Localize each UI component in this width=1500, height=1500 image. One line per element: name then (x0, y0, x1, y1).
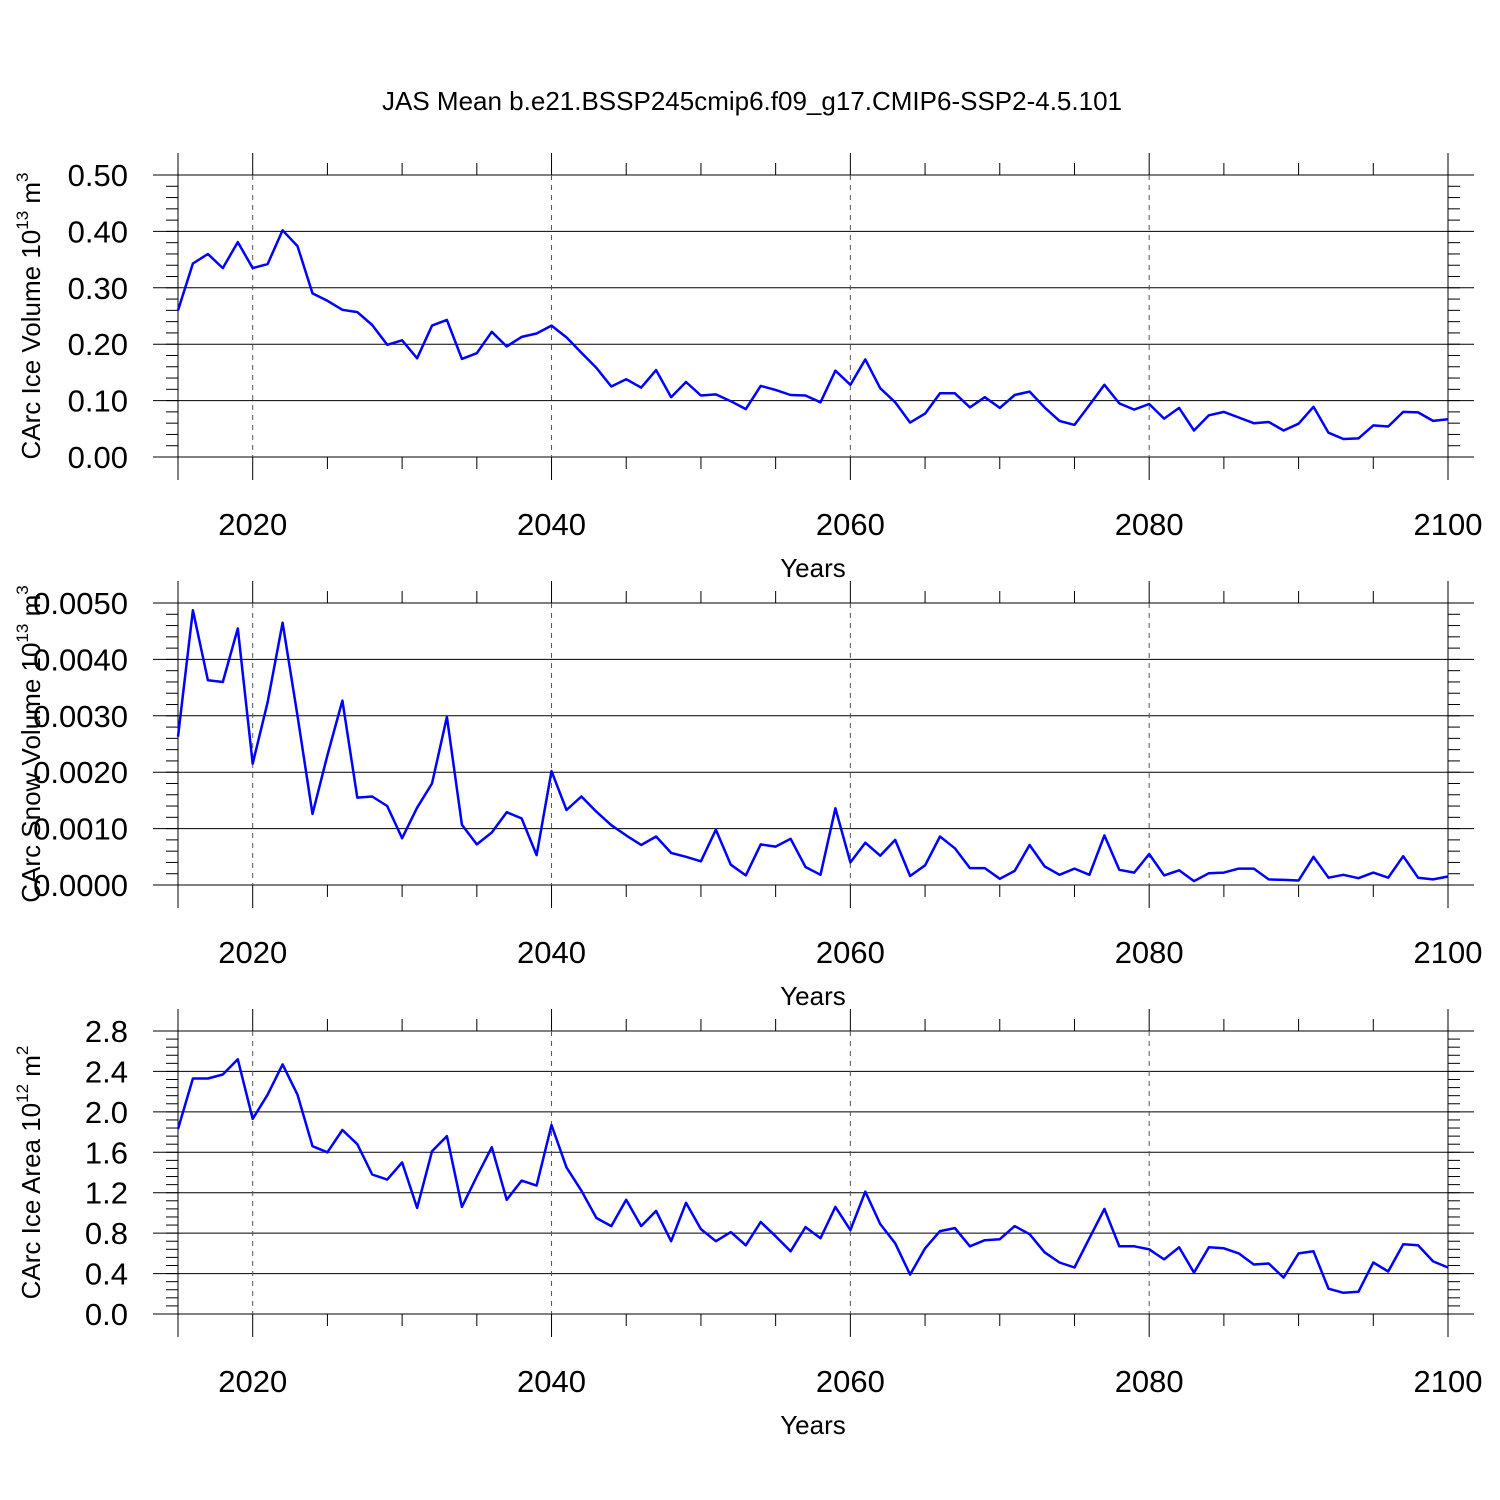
y-tick-label: 0.0 (85, 1297, 128, 1332)
series-line (176, 609, 1449, 883)
x-tick-label: 2060 (816, 935, 885, 970)
x-tick-label: 2040 (517, 935, 586, 970)
x-tick-label: 2100 (1414, 507, 1483, 542)
y-tick-label: 0.0040 (33, 642, 128, 677)
y-tick-label: 2.0 (85, 1095, 128, 1130)
x-tick-label: 2040 (517, 507, 586, 542)
x-tick-label: 2040 (517, 1364, 586, 1399)
x-tick-label: 2100 (1414, 935, 1483, 970)
x-tick-label: 2020 (218, 1364, 287, 1399)
y-tick-label: 0.40 (68, 214, 128, 249)
y-tick-label: 2.4 (85, 1054, 128, 1089)
x-axis-label: Years (780, 981, 846, 1011)
x-tick-label: 2080 (1115, 507, 1184, 542)
y-tick-label: 0.0030 (33, 699, 128, 734)
y-tick-label: 0.0020 (33, 755, 128, 790)
y-tick-label: 0.0050 (33, 586, 128, 621)
x-tick-label: 2080 (1115, 1364, 1184, 1399)
y-tick-label: 0.00 (68, 440, 128, 475)
y-tick-label: 0.30 (68, 271, 128, 306)
x-tick-label: 2080 (1115, 935, 1184, 970)
panel-1: 0.00 0.10 0.20 0.30 0.40 0.50 2020 2040 2060 2080… (13, 153, 1482, 583)
x-tick-label: 2100 (1414, 1364, 1483, 1399)
y-tick-label: 0.50 (68, 158, 128, 193)
x-axis-label: Years (780, 553, 846, 583)
x-tick-label: 2020 (218, 507, 287, 542)
series-line (176, 229, 1449, 441)
y-tick-label: 2.8 (85, 1014, 128, 1049)
y-tick-label: 1.2 (85, 1176, 128, 1211)
y-tick-label: 0.0000 (33, 868, 128, 903)
series-line (176, 1058, 1449, 1295)
y-tick-label: 0.0010 (33, 812, 128, 847)
y-tick-label: 0.20 (68, 327, 128, 362)
panel-2: 0.0000 0.0010 0.0020 0.0030 0.0040 0.0050 2020… (13, 581, 1482, 1011)
y-tick-label: 1.6 (85, 1135, 128, 1170)
x-tick-label: 2060 (816, 507, 885, 542)
y-axis-label: CArc Snow Volume 1013 m3 (13, 585, 46, 902)
panel-3: 0.0 0.4 0.8 1.2 1.6 2.0 2.4 2.8 2020 2040 2060 2080… (13, 1009, 1482, 1440)
y-axis-label: CArc Ice Volume 1013 m3 (13, 172, 46, 459)
figure-title: JAS Mean b.e21.BSSP245cmip6.f09_g17.CMIP… (382, 86, 1122, 116)
y-axis-label: CArc Ice Area 1012 m2 (13, 1046, 46, 1300)
x-tick-label: 2020 (218, 935, 287, 970)
y-tick-label: 0.10 (68, 384, 128, 419)
y-tick-label: 0.8 (85, 1216, 128, 1251)
x-tick-label: 2060 (816, 1364, 885, 1399)
y-tick-label: 0.4 (85, 1257, 128, 1292)
x-axis-label: Years (780, 1410, 846, 1440)
